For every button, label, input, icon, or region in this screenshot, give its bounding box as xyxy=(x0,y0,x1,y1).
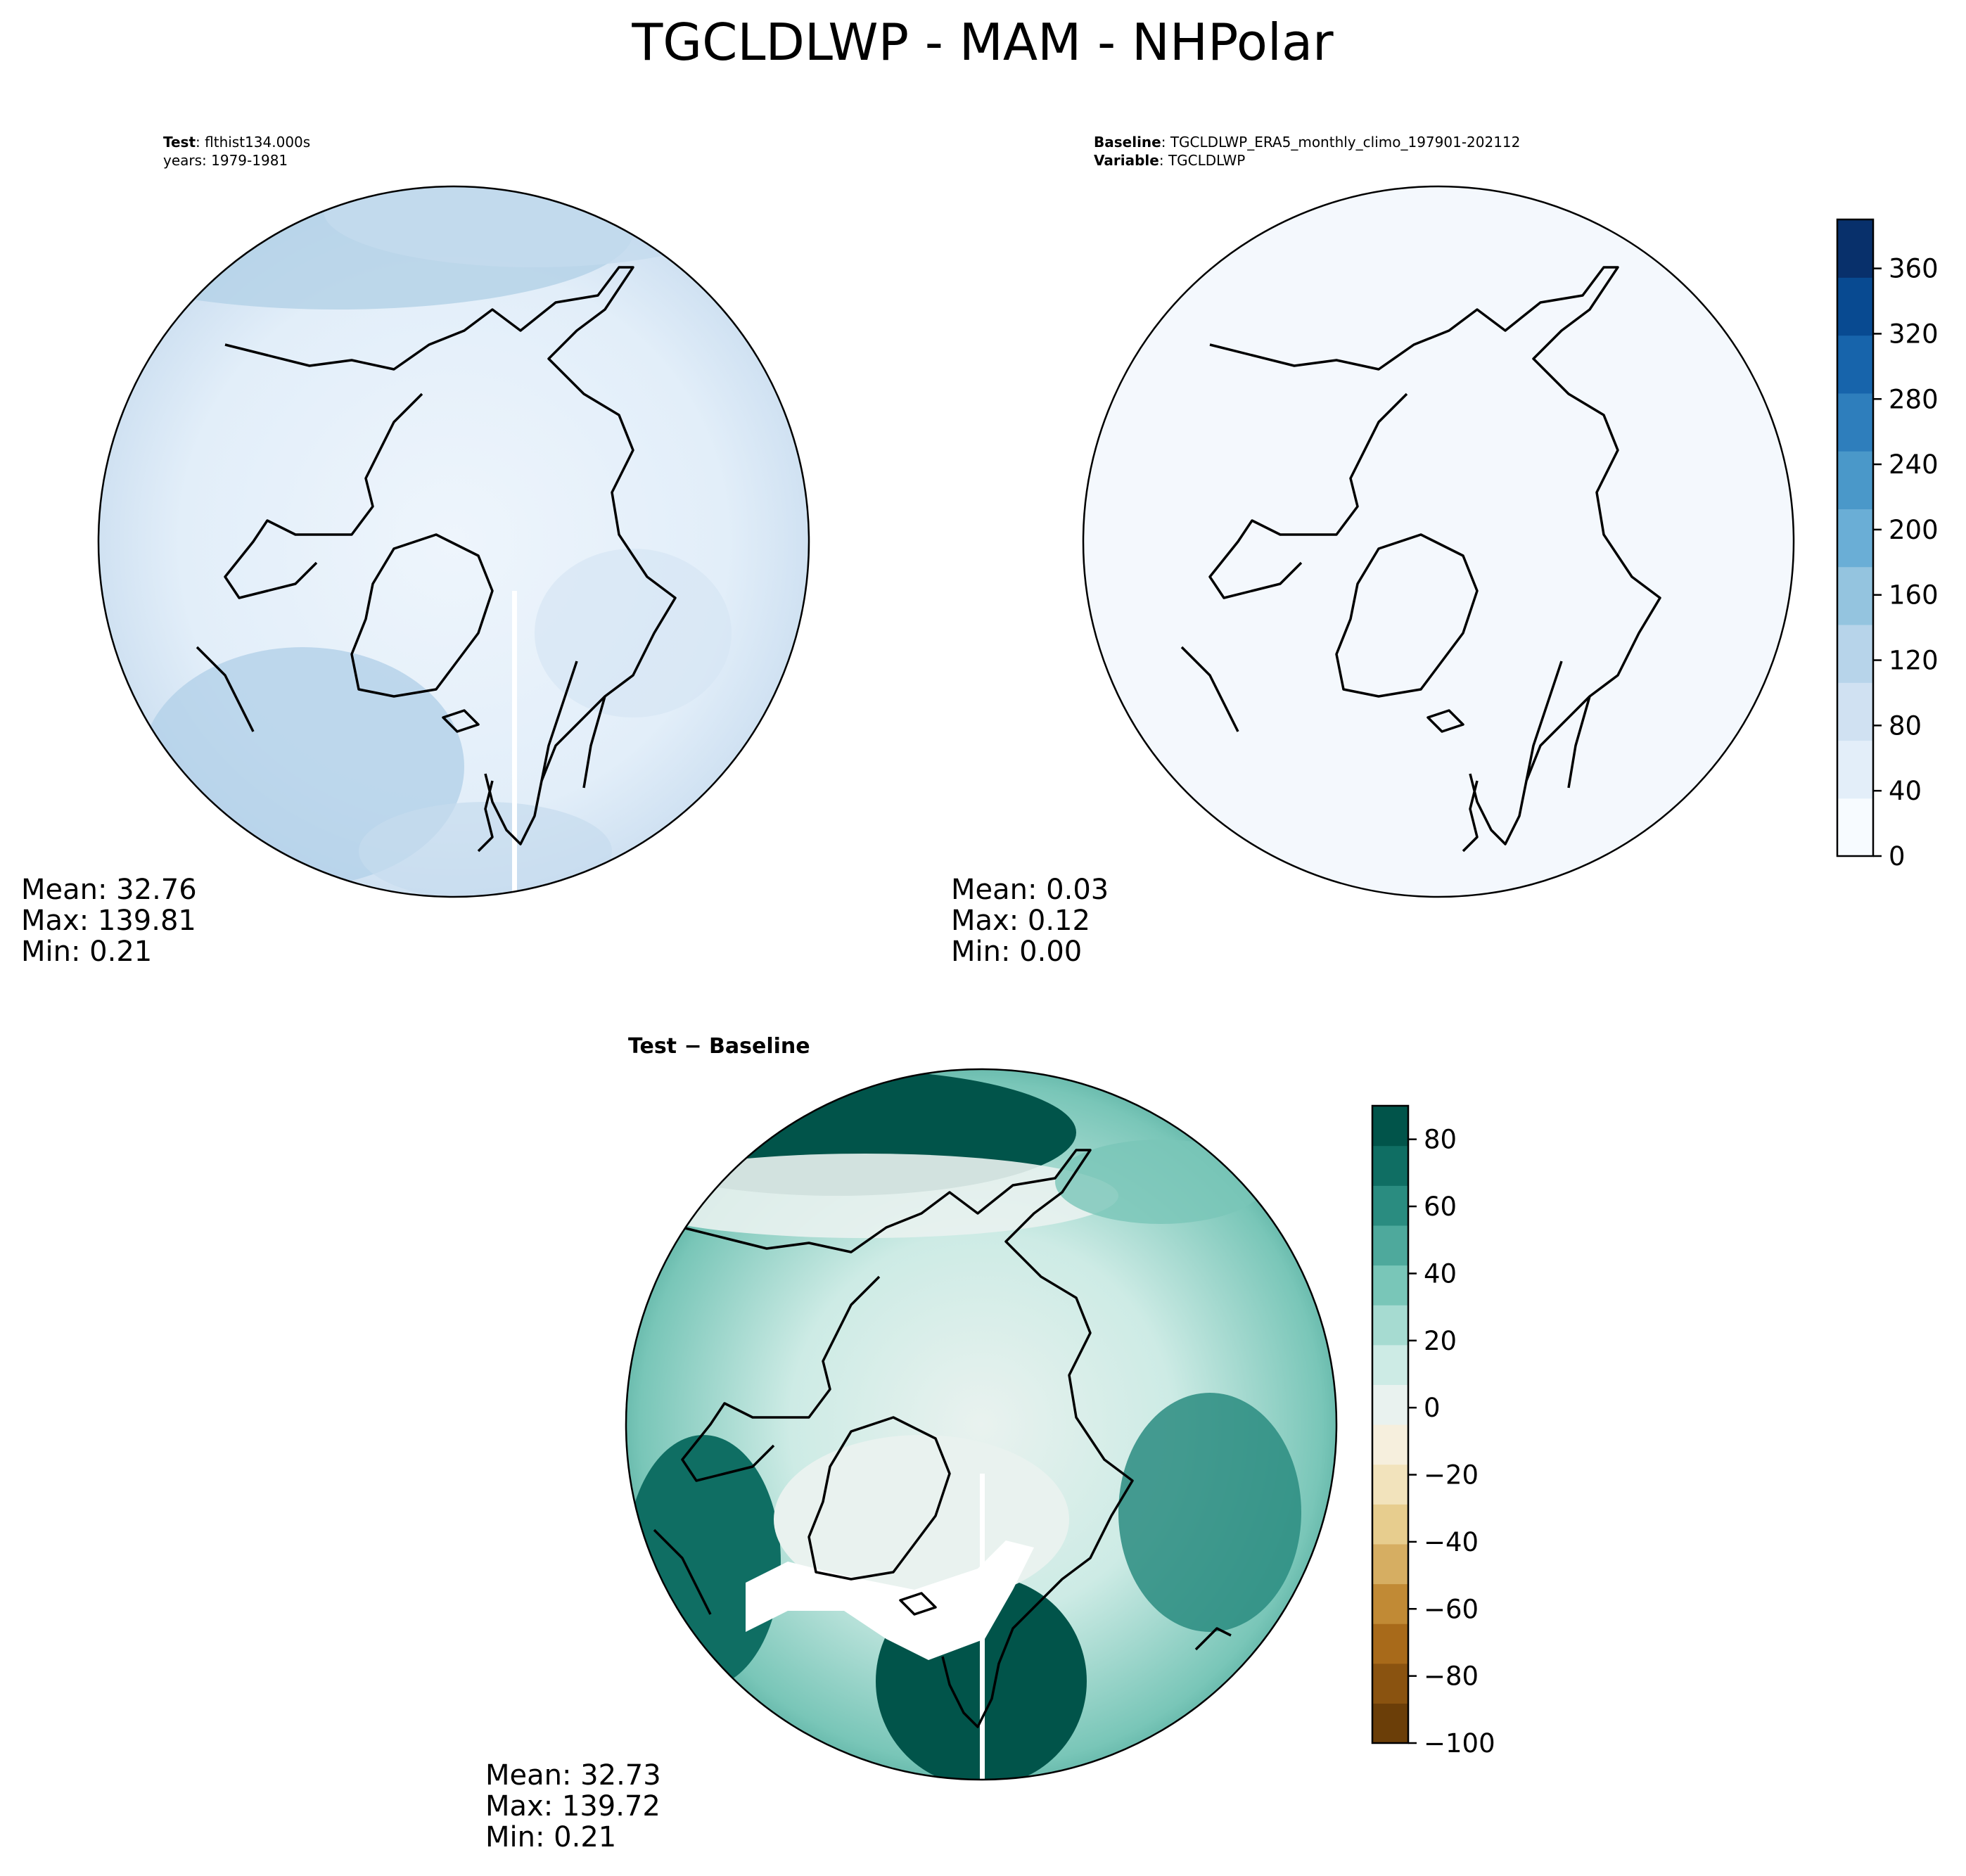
baseline-colorbar: 0 40 80 120 160 200 240 280 320 360 xyxy=(1836,218,1939,872)
baseline-map-boundary xyxy=(1082,185,1795,898)
baseline-colorbar-segment xyxy=(1837,566,1873,625)
difference-colorbar-tick-label: 80 xyxy=(1424,1125,1457,1155)
difference-colorbar: −100 −80 −60 −40 −20 0 20 40 60 80 xyxy=(1371,1104,1495,1759)
baseline-variable-value: TGCLDLWP xyxy=(1168,152,1245,169)
baseline-header-label: Baseline xyxy=(1094,134,1161,151)
baseline-colorbar-tick-label: 280 xyxy=(1889,384,1939,414)
baseline-min: Min: 0.00 xyxy=(951,936,1082,968)
test-min: Min: 0.21 xyxy=(21,936,152,968)
difference-colorbar-segment xyxy=(1372,1185,1408,1226)
difference-colorbar-tick-label: 0 xyxy=(1424,1393,1441,1423)
baseline-mean: Mean: 0.03 xyxy=(951,874,1109,906)
baseline-colorbar-segment xyxy=(1837,509,1873,568)
baseline-colorbar-frame xyxy=(1836,218,1875,857)
difference-mean: Mean: 32.73 xyxy=(485,1759,661,1792)
svg-text:Baseline: TGCLDLWP_ERA5_monthl: Baseline: TGCLDLWP_ERA5_monthly_climo_19… xyxy=(1094,134,1520,151)
difference-colorbar-segment xyxy=(1372,1424,1408,1465)
difference-colorbar-frame xyxy=(1371,1104,1410,1744)
baseline-variable-label: Variable xyxy=(1094,152,1159,169)
difference-colorbar-segment xyxy=(1372,1225,1408,1266)
baseline-colorbar-tick-label: 240 xyxy=(1889,449,1939,480)
svg-text:Variable: TGCLDLWP: Variable: TGCLDLWP xyxy=(1094,152,1245,169)
baseline-colorbar-segment xyxy=(1837,451,1873,509)
test-map xyxy=(98,186,809,897)
difference-colorbar-tick-label: 40 xyxy=(1424,1258,1457,1289)
difference-colorbar-segment xyxy=(1372,1106,1408,1147)
test-years: years: 1979-1981 xyxy=(163,152,288,169)
difference-min: Min: 0.21 xyxy=(485,1821,616,1853)
baseline-colorbar-segment xyxy=(1837,277,1873,336)
test-map-boundary xyxy=(97,185,810,898)
difference-colorbar-segment xyxy=(1372,1623,1408,1664)
test-header-sep: : xyxy=(196,134,205,151)
difference-colorbar-segment xyxy=(1372,1265,1408,1306)
test-mean: Mean: 32.76 xyxy=(21,874,197,906)
difference-colorbar-segment xyxy=(1372,1344,1408,1385)
baseline-colorbar-segment xyxy=(1837,393,1873,452)
baseline-colorbar-segment xyxy=(1837,219,1873,278)
baseline-map xyxy=(1083,186,1794,897)
baseline-colorbar-segment xyxy=(1837,740,1873,799)
panel-test: Test: flthist134.000s years: 1979-1981 xyxy=(21,134,810,968)
panel-difference: Test − Baseline Mean: 32.73 xyxy=(485,1034,1495,1853)
difference-colorbar-segment xyxy=(1372,1703,1408,1744)
difference-colorbar-tick-label: 60 xyxy=(1424,1192,1457,1222)
baseline-colorbar-tick-label: 120 xyxy=(1889,646,1939,676)
difference-colorbar-segment xyxy=(1372,1464,1408,1505)
difference-colorbar-tick-label: 20 xyxy=(1424,1326,1457,1356)
difference-colorbar-tick-label: −20 xyxy=(1424,1460,1479,1491)
difference-colorbar-tick-label: −60 xyxy=(1424,1594,1479,1624)
test-case-name: flthist134.000s xyxy=(205,134,310,151)
baseline-colorbar-tick-label: 80 xyxy=(1889,710,1922,741)
difference-colorbar-segment xyxy=(1372,1145,1408,1186)
baseline-colorbar-tick-label: 360 xyxy=(1889,254,1939,284)
difference-colorbar-tick-label: −100 xyxy=(1424,1728,1495,1759)
difference-header: Test − Baseline xyxy=(628,1034,810,1059)
difference-colorbar-tick-label: −40 xyxy=(1424,1527,1479,1557)
difference-colorbar-segment xyxy=(1372,1543,1408,1585)
difference-max: Max: 139.72 xyxy=(485,1790,660,1823)
panel-baseline: Baseline: TGCLDLWP_ERA5_monthly_climo_19… xyxy=(951,134,1939,968)
difference-map xyxy=(626,1069,1336,1780)
baseline-colorbar-tick-label: 320 xyxy=(1889,319,1939,349)
baseline-colorbar-segment xyxy=(1837,624,1873,683)
difference-colorbar-segment xyxy=(1372,1305,1408,1346)
baseline-colorbar-segment xyxy=(1837,682,1873,741)
svg-text:Test: flthist134.000s: Test: flthist134.000s xyxy=(163,134,310,151)
baseline-colorbar-segment xyxy=(1837,798,1873,857)
difference-map-boundary xyxy=(625,1068,1338,1781)
baseline-colorbar-segment xyxy=(1837,335,1873,394)
difference-colorbar-segment xyxy=(1372,1384,1408,1425)
difference-colorbar-segment xyxy=(1372,1583,1408,1624)
baseline-colorbar-tick-label: 200 xyxy=(1889,515,1939,545)
baseline-header-sep: : xyxy=(1161,134,1170,151)
difference-colorbar-segment xyxy=(1372,1504,1408,1545)
baseline-colorbar-tick-label: 40 xyxy=(1889,776,1922,806)
baseline-variable-sep: : xyxy=(1159,152,1168,169)
baseline-max: Max: 0.12 xyxy=(951,905,1090,937)
test-max: Max: 139.81 xyxy=(21,905,196,937)
baseline-dataset-name: TGCLDLWP_ERA5_monthly_climo_197901-20211… xyxy=(1170,134,1521,151)
figure-title: TGCLDLWP - MAM - NHPolar xyxy=(631,13,1334,72)
baseline-colorbar-tick-label: 0 xyxy=(1889,841,1906,872)
difference-colorbar-tick-label: −80 xyxy=(1424,1661,1479,1692)
test-header-label: Test xyxy=(163,134,196,151)
difference-colorbar-segment xyxy=(1372,1663,1408,1704)
baseline-colorbar-tick-label: 160 xyxy=(1889,580,1939,611)
